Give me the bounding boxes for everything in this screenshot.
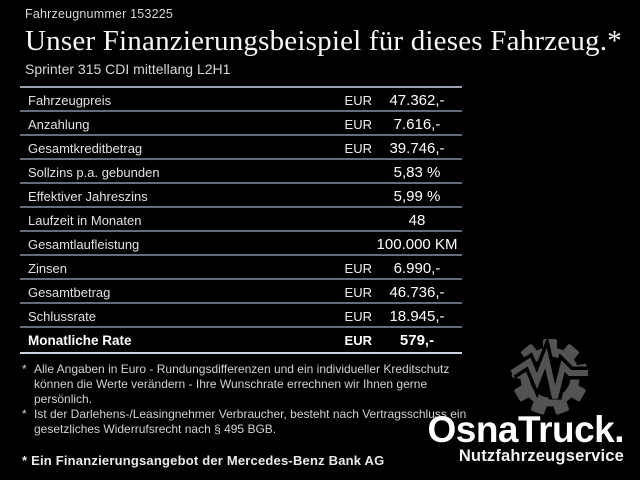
row-value: 39.746,- [389, 140, 445, 157]
table-row: Gesamtbetrag EUR 46.736,- [20, 280, 462, 304]
row-currency: EUR [344, 261, 372, 276]
row-value: 5,83 % [393, 164, 441, 181]
footnote-item: * Ist der Darlehens-/Leasingnehmer Verbr… [22, 407, 472, 437]
vehicle-subtitle: Sprinter 315 CDI mittellang L2H1 [25, 61, 231, 77]
row-label: Gesamtlaufleistung [28, 237, 140, 252]
row-value: 100.000 KM [376, 236, 458, 253]
row-label: Gesamtkreditbetrag [28, 141, 143, 156]
footnotes: * Alle Angaben in Euro - Rundungsdiffere… [22, 362, 472, 437]
dealer-logo [508, 335, 592, 419]
table-row: Gesamtkreditbetrag EUR 39.746,- [20, 136, 462, 160]
table-row: Sollzins p.a. gebunden 5,83 % [20, 160, 462, 184]
row-label: Fahrzeugpreis [28, 93, 112, 108]
row-currency: EUR [344, 141, 372, 156]
row-currency: EUR [344, 333, 372, 348]
row-label: Laufzeit in Monaten [28, 213, 142, 228]
financing-table: Fahrzeugpreis EUR 47.362,- Anzahlung EUR… [20, 86, 462, 354]
dealer-tagline: Nutzfahrzeugservice [458, 447, 624, 465]
row-label: Gesamtbetrag [28, 285, 111, 300]
footnote-line: gesetzliches Widerrufsrecht nach § 495 B… [34, 422, 277, 436]
footnote-item: * Alle Angaben in Euro - Rundungsdiffere… [22, 362, 472, 407]
row-value: 5,99 % [393, 188, 441, 205]
vehicle-number: Fahrzeugnummer 153225 [25, 7, 174, 21]
row-value: 6.990,- [393, 260, 441, 277]
footnote-text: Ist der Darlehens-/Leasingnehmer Verbrau… [34, 407, 472, 437]
row-value: 47.362,- [389, 92, 445, 109]
table-row: Gesamtlaufleistung 100.000 KM [20, 232, 462, 256]
gear-pulse-icon [508, 335, 589, 415]
row-value: 579,- [399, 332, 435, 349]
row-value: 48 [408, 212, 426, 229]
row-value: 7.616,- [393, 116, 441, 133]
table-row-monthly-rate: Monatliche Rate EUR 579,- [20, 328, 462, 352]
table-row: Zinsen EUR 6.990,- [20, 256, 462, 280]
row-currency: EUR [344, 285, 372, 300]
header: Fahrzeugnummer 153225 Unser Finanzierung… [25, 7, 625, 77]
footnote-line: Ist der Darlehens-/Leasingnehmer Verbrau… [34, 407, 467, 421]
row-label: Sollzins p.a. gebunden [28, 165, 160, 180]
footnote-marker: * [22, 362, 27, 376]
table-row: Anzahlung EUR 7.616,- [20, 112, 462, 136]
dealer-name: OsnaTruck. [427, 409, 624, 450]
footnote-line: Alle Angaben in Euro - Rundungsdifferenz… [34, 362, 450, 376]
footnote-marker: * [22, 407, 27, 421]
row-label: Anzahlung [28, 117, 90, 132]
row-label: Schlussrate [28, 309, 96, 324]
dealer-branding: OsnaTruck. Nutzfahrzeugservice [427, 409, 624, 466]
row-value: 18.945,- [389, 308, 445, 325]
table-row: Fahrzeugpreis EUR 47.362,- [20, 88, 462, 112]
row-currency: EUR [344, 117, 372, 132]
row-currency: EUR [344, 309, 372, 324]
footnote-line: können die Werte verändern - Ihre Wunsch… [34, 377, 428, 406]
table-row: Effektiver Jahreszins 5,99 % [20, 184, 462, 208]
footnote-text: Alle Angaben in Euro - Rundungsdifferenz… [34, 362, 472, 407]
row-label: Monatliche Rate [28, 333, 132, 348]
table-row: Schlussrate EUR 18.945,- [20, 304, 462, 328]
table-row: Laufzeit in Monaten 48 [20, 208, 462, 232]
page-title: Unser Finanzierungsbeispiel für dieses F… [25, 25, 622, 57]
financing-provider-note: * Ein Finanzierungsangebot der Mercedes-… [22, 453, 385, 468]
row-currency: EUR [344, 93, 372, 108]
row-label: Effektiver Jahreszins [28, 189, 148, 204]
row-label: Zinsen [28, 261, 68, 276]
row-value: 46.736,- [389, 284, 445, 301]
